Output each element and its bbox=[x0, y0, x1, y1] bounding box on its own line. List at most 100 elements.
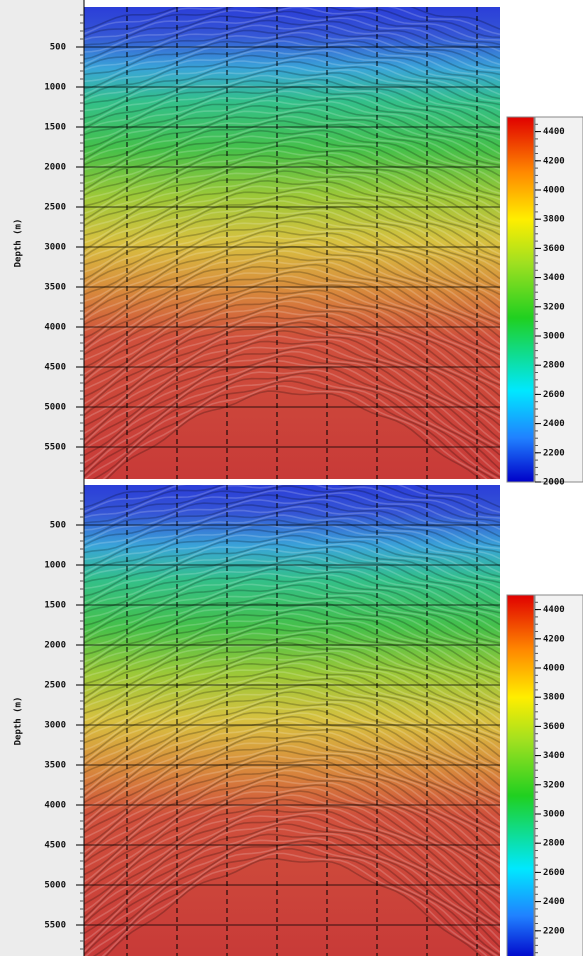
reflector bbox=[84, 49, 500, 96]
reflector bbox=[84, 346, 500, 448]
reflector bbox=[84, 584, 500, 645]
reflector bbox=[84, 65, 500, 112]
reflector bbox=[84, 602, 500, 669]
reflector bbox=[84, 790, 500, 895]
reflector bbox=[84, 340, 500, 441]
reflector bbox=[84, 612, 500, 679]
reflector bbox=[84, 809, 500, 919]
reflector bbox=[84, 74, 500, 126]
cbar-tick-label: 3600 bbox=[543, 722, 565, 732]
reflector bbox=[84, 666, 500, 744]
reflector bbox=[84, 818, 500, 929]
reflector bbox=[84, 315, 500, 411]
reflector bbox=[84, 740, 500, 834]
cbar-tick-label: 3000 bbox=[543, 332, 565, 342]
reflector bbox=[84, 162, 500, 228]
reflector bbox=[84, 523, 500, 574]
reflector bbox=[84, 170, 500, 237]
y-tick-label: 5000 bbox=[44, 881, 66, 891]
reflector bbox=[84, 651, 500, 729]
reflector bbox=[84, 329, 500, 427]
reflector bbox=[84, 662, 500, 739]
cbar-tick-label: 3200 bbox=[543, 780, 565, 790]
y-tick-label: 2000 bbox=[44, 641, 66, 651]
reflector bbox=[84, 238, 500, 320]
reflector bbox=[84, 514, 500, 561]
reflector bbox=[84, 82, 500, 133]
reflector bbox=[84, 485, 500, 514]
y-tick-label: 3000 bbox=[44, 243, 66, 253]
reflector bbox=[84, 687, 500, 770]
reflector bbox=[84, 310, 500, 405]
y-tick-label: 4500 bbox=[44, 841, 66, 851]
reflector bbox=[84, 509, 500, 554]
reflector bbox=[84, 485, 500, 524]
reflector bbox=[84, 230, 500, 310]
colorbar-axis bbox=[534, 594, 583, 956]
reflector bbox=[84, 254, 500, 339]
reflector bbox=[84, 53, 500, 100]
reflector bbox=[84, 267, 500, 353]
y-tick-label: 4500 bbox=[44, 363, 66, 373]
reflector bbox=[84, 104, 500, 161]
reflector bbox=[84, 779, 500, 883]
reflector bbox=[84, 485, 500, 509]
reflector bbox=[102, 385, 488, 479]
reflector bbox=[84, 204, 500, 280]
reflector bbox=[84, 837, 500, 953]
y-tick-label: 500 bbox=[50, 521, 66, 531]
y-tick-label: 1000 bbox=[44, 83, 66, 93]
reflector bbox=[84, 833, 500, 949]
cbar-tick-label: 3400 bbox=[543, 273, 565, 283]
reflector bbox=[84, 658, 500, 737]
cbar-tick-label: 4200 bbox=[543, 634, 565, 644]
reflector bbox=[84, 7, 500, 36]
y-tick-label: 5000 bbox=[44, 403, 66, 413]
reflector bbox=[84, 551, 500, 608]
reflector bbox=[84, 133, 500, 195]
reflector bbox=[84, 216, 500, 292]
panel: 500 1000 1500 2000 2500 3000 3500 4000 4500 5000 5… bbox=[0, 478, 583, 956]
reflector bbox=[84, 567, 500, 627]
y-tick-label: 3000 bbox=[44, 721, 66, 731]
panel: 500 1000 1500 2000 2500 3000 3500 4000 4500 5000 5… bbox=[0, 0, 583, 488]
reflector bbox=[84, 730, 500, 824]
reflector bbox=[84, 149, 500, 215]
reflector bbox=[84, 120, 500, 178]
reflector bbox=[84, 263, 500, 350]
cbar-tick-label: 2200 bbox=[543, 926, 565, 936]
reflector bbox=[84, 784, 500, 889]
reflector bbox=[84, 235, 500, 316]
reflector bbox=[84, 31, 500, 72]
reflector bbox=[84, 355, 500, 457]
cbar-tick-label: 3000 bbox=[543, 810, 565, 820]
reflector bbox=[84, 195, 500, 266]
reflector bbox=[84, 695, 500, 781]
y-tick-label: 1500 bbox=[44, 601, 66, 611]
reflector bbox=[84, 828, 500, 942]
reflector bbox=[84, 44, 500, 90]
reflector bbox=[84, 300, 500, 391]
reflector bbox=[84, 27, 500, 69]
reflector bbox=[84, 94, 500, 149]
y-axis-label: Depth (m) bbox=[14, 219, 24, 268]
reflector bbox=[84, 530, 500, 580]
reflector bbox=[84, 19, 500, 60]
reflector bbox=[84, 158, 500, 225]
reflector bbox=[84, 489, 500, 531]
reflector bbox=[84, 325, 500, 421]
reflector bbox=[84, 220, 500, 296]
reflector bbox=[105, 390, 481, 479]
y-tick-label: 2500 bbox=[44, 203, 66, 213]
reflector bbox=[84, 494, 500, 538]
velocity-field bbox=[84, 485, 500, 956]
cbar-tick-label: 3400 bbox=[543, 751, 565, 761]
reflector bbox=[84, 7, 500, 31]
reflector bbox=[84, 245, 500, 326]
y-tick-label: 5500 bbox=[44, 443, 66, 453]
reflector bbox=[84, 14, 500, 53]
reflector bbox=[84, 60, 500, 106]
y-tick-label: 5500 bbox=[44, 921, 66, 931]
reflector bbox=[84, 794, 500, 899]
